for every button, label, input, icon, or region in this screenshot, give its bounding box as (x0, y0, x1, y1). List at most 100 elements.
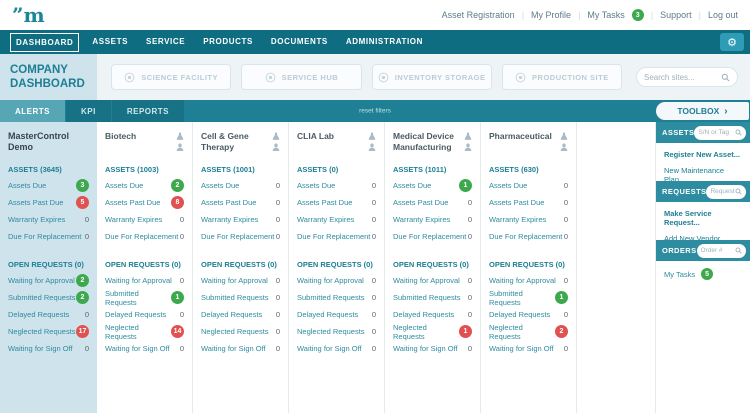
request-number-search-input[interactable] (710, 188, 735, 195)
stat-row[interactable]: Assets Past Due 0 (489, 194, 568, 211)
stat-row[interactable]: Submitted Requests 0 (201, 289, 280, 306)
nav-item-administration[interactable]: ADMINISTRATION (345, 37, 424, 46)
stat-row[interactable]: Due For Replacement 0 (489, 228, 568, 245)
stat-label[interactable]: Neglected Requests (201, 327, 269, 336)
stat-row[interactable]: Neglected Requests 14 (105, 322, 184, 341)
stat-label[interactable]: Waiting for Approval (297, 276, 364, 285)
stat-row[interactable]: Waiting for Sign Off 0 (489, 340, 568, 357)
nav-item-assets[interactable]: ASSETS (92, 37, 129, 46)
request-number-search[interactable] (706, 184, 746, 199)
stat-label[interactable]: Delayed Requests (297, 310, 359, 319)
stat-label[interactable]: Waiting for Approval (489, 276, 556, 285)
nav-item-documents[interactable]: DOCUMENTS (270, 37, 328, 46)
stat-label[interactable]: Neglected Requests (105, 322, 139, 341)
nav-item-products[interactable]: PRODUCTS (203, 37, 253, 46)
tab-reports[interactable]: REPORTS (111, 100, 185, 122)
stat-row[interactable]: Waiting for Approval 0 (201, 272, 280, 289)
log-out-link[interactable]: Log out (707, 10, 738, 20)
stat-row[interactable]: Warranty Expires 0 (393, 211, 472, 228)
stat-label[interactable]: Waiting for Approval (201, 276, 268, 285)
stat-row[interactable]: Assets Past Due 0 (201, 194, 280, 211)
stat-row[interactable]: Neglected Requests 1 (393, 323, 472, 341)
stat-row[interactable]: Waiting for Approval 0 (489, 272, 568, 289)
stat-label[interactable]: Assets Due (393, 181, 432, 190)
mastercontrol-logo[interactable]: ”m (12, 3, 45, 27)
site-search[interactable] (636, 67, 738, 87)
register-new-asset-link[interactable]: Register New Asset... (664, 150, 740, 159)
stat-label[interactable]: Waiting for Sign Off (297, 344, 362, 353)
support-link[interactable]: Support (660, 10, 692, 20)
stat-label[interactable]: Waiting for Sign Off (201, 344, 266, 353)
stat-label[interactable]: Submitted Requests (297, 293, 365, 302)
stat-row[interactable]: Assets Due 2 (105, 177, 184, 194)
stat-row[interactable]: Assets Due 0 (201, 177, 280, 194)
order-number-search[interactable] (696, 243, 746, 258)
tab-alerts[interactable]: ALERTS (0, 100, 65, 122)
stat-label[interactable]: Assets Due (105, 181, 144, 190)
stat-label[interactable]: Due For Replacement (201, 232, 275, 241)
asset-registration-link[interactable]: Asset Registration (441, 10, 515, 20)
stat-label[interactable]: Assets Past Due (297, 198, 353, 207)
stat-label[interactable]: Waiting for Sign Off (393, 344, 458, 353)
stat-label[interactable]: Waiting for Approval (393, 276, 460, 285)
stat-row[interactable]: Delayed Requests 0 (297, 306, 376, 323)
stat-label[interactable]: Assets Past Due (201, 198, 257, 207)
tab-kpi[interactable]: KPI (66, 100, 111, 122)
stat-row[interactable]: Delayed Requests 0 (393, 306, 472, 323)
stat-label[interactable]: Submitted Requests (201, 293, 269, 302)
stat-label[interactable]: Delayed Requests (393, 310, 455, 319)
stat-row[interactable]: Waiting for Sign Off 0 (105, 340, 184, 357)
stat-row[interactable]: Assets Due 0 (297, 177, 376, 194)
stat-row[interactable]: Delayed Requests 0 (489, 306, 568, 323)
stat-label[interactable]: Warranty Expires (201, 215, 259, 224)
stat-label[interactable]: Neglected Requests (297, 327, 365, 336)
stat-row[interactable]: Warranty Expires 0 (8, 211, 89, 228)
site-button-production-site[interactable]: PRODUCTION SITE (501, 64, 622, 90)
stat-row[interactable]: Waiting for Sign Off 0 (393, 340, 472, 357)
stat-row[interactable]: Warranty Expires 0 (201, 211, 280, 228)
stat-label[interactable]: Submitted Requests (489, 288, 523, 307)
stat-row[interactable]: Warranty Expires 0 (105, 211, 184, 228)
stat-label[interactable]: Warranty Expires (489, 215, 547, 224)
new-maintenance-plan-link[interactable]: New Maintenance Plan... (664, 166, 725, 184)
stat-label[interactable]: Neglected Requests (8, 327, 76, 336)
stat-row[interactable]: Due For Replacement 0 (8, 228, 89, 245)
stat-row[interactable]: Due For Replacement 0 (393, 228, 472, 245)
stat-row[interactable]: Submitted Requests 1 (105, 288, 184, 307)
stat-row[interactable]: Delayed Requests 0 (201, 306, 280, 323)
stat-row[interactable]: Waiting for Approval 2 (8, 272, 89, 289)
stat-label[interactable]: Submitted Requests (105, 288, 139, 307)
stat-label[interactable]: Delayed Requests (489, 310, 551, 319)
stat-label[interactable]: Due For Replacement (105, 232, 179, 241)
reset-filters-link[interactable]: reset filters (359, 107, 391, 115)
stat-row[interactable]: Neglected Requests 0 (297, 323, 376, 340)
site-button-service-hub[interactable]: SERVICE HUB (241, 64, 362, 90)
stat-label[interactable]: Waiting for Sign Off (489, 344, 554, 353)
stat-label[interactable]: Assets Due (8, 181, 47, 190)
stat-label[interactable]: Waiting for Approval (8, 276, 75, 285)
stat-row[interactable]: Assets Due 0 (489, 177, 568, 194)
stat-label[interactable]: Delayed Requests (105, 310, 167, 319)
stat-label[interactable]: Warranty Expires (105, 215, 163, 224)
my-profile-link[interactable]: My Profile (531, 10, 572, 20)
stat-label[interactable]: Due For Replacement (8, 232, 82, 241)
stat-row[interactable]: Due For Replacement 0 (297, 228, 376, 245)
stat-row[interactable]: Assets Past Due 0 (297, 194, 376, 211)
stat-row[interactable]: Delayed Requests 0 (8, 306, 89, 323)
stat-row[interactable]: Due For Replacement 0 (201, 228, 280, 245)
stat-row[interactable]: Waiting for Sign Off 0 (297, 340, 376, 357)
stat-label[interactable]: Waiting for Sign Off (8, 344, 73, 353)
stat-row[interactable]: Waiting for Approval 0 (393, 272, 472, 289)
my-tasks-sidebar-link[interactable]: My Tasks 5 (664, 268, 742, 280)
stat-row[interactable]: Submitted Requests 0 (297, 289, 376, 306)
asset-serial-search-input[interactable] (698, 129, 735, 136)
stat-label[interactable]: Waiting for Approval (105, 276, 172, 285)
add-new-vendor-link[interactable]: Add New Vendor... (664, 234, 727, 243)
toolbox-button[interactable]: TOOLBOX › (656, 102, 749, 120)
stat-label[interactable]: Warranty Expires (8, 215, 66, 224)
stat-row[interactable]: Due For Replacement 0 (105, 228, 184, 245)
my-tasks-count-badge[interactable]: 5 (701, 268, 714, 280)
site-search-input[interactable] (644, 72, 721, 82)
stat-label[interactable]: Due For Replacement (489, 232, 563, 241)
stat-label[interactable]: Assets Past Due (105, 198, 161, 207)
